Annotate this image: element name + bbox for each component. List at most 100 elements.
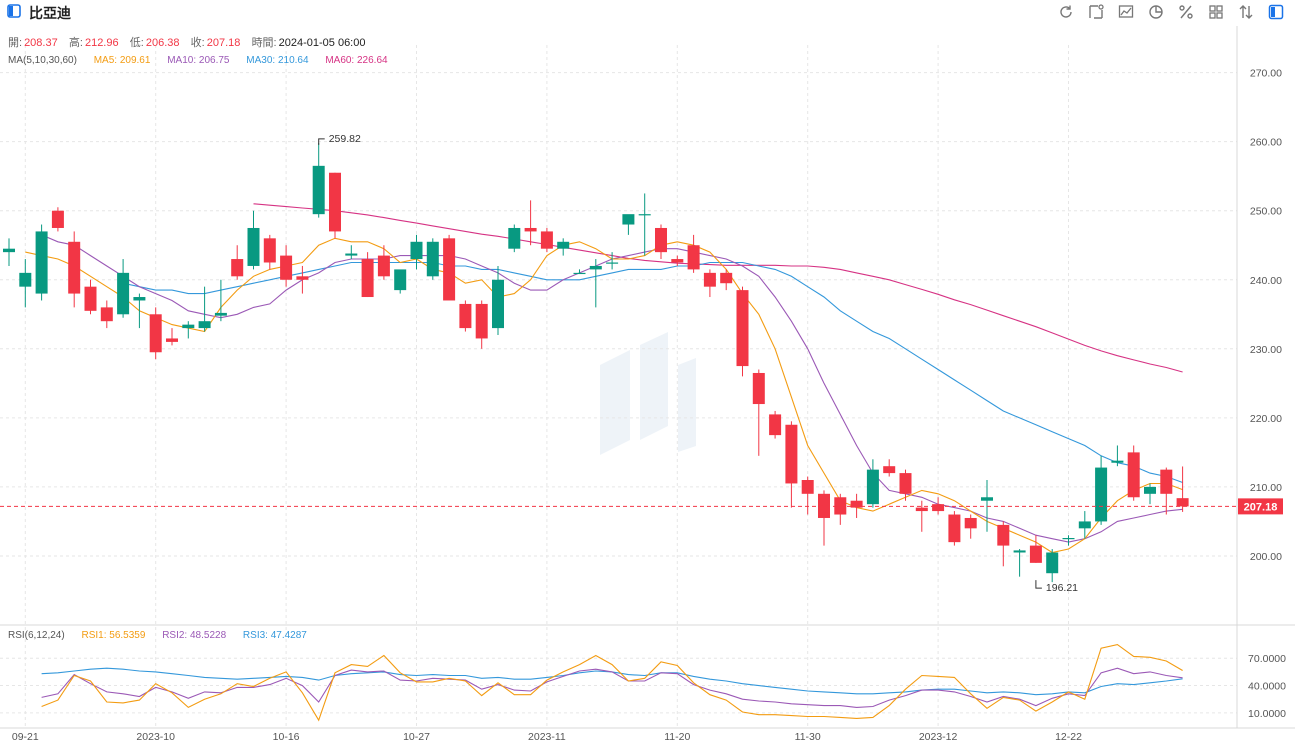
rsi3-legend: RSI3: 47.4287 [242,630,307,641]
time-tick-label: 10-16 [273,731,300,743]
ma5-legend: MA5: 209.61 [93,55,151,66]
candle-body [247,227,260,266]
grid-icon[interactable] [1201,2,1231,22]
ma60-line [253,203,1183,373]
rsi2-legend: RSI2: 48.5228 [162,630,227,641]
candle-body [1111,460,1124,463]
candle-body [231,259,244,277]
time-tick-label: 09-21 [12,731,39,743]
candle-body [377,255,390,277]
candle-body [1013,550,1026,553]
top-bar: 比亞迪 [0,0,1295,26]
candle-body [1062,538,1075,540]
candle-body [100,307,113,322]
candle-body [426,241,439,277]
price-tick-label: 220.00 [1250,413,1282,425]
close-value: 207.18 [206,37,241,49]
drawing-icon[interactable] [1081,2,1111,22]
rsi-tick-label: 40.0000 [1248,681,1286,693]
watermark-shape [600,332,696,455]
rsi1-legend: RSI1: 56.5359 [81,630,146,641]
candle-body [198,321,211,329]
candle-body [133,297,146,301]
candle-body [149,314,162,353]
price-tick-label: 250.00 [1250,206,1282,218]
candle-body [932,504,945,512]
candle-body [899,473,912,494]
rsi-tick-label: 70.0000 [1248,653,1286,665]
last-price-label: 207.18 [1244,501,1278,513]
candle-body [948,514,961,543]
chart-type-icon[interactable] [1111,2,1141,22]
candle-body [818,493,830,518]
candle-body [1144,486,1156,494]
candle-body [329,172,341,232]
candle-body [410,241,423,260]
candle-body [312,165,325,215]
candle-body [703,272,716,287]
candle-body [785,424,798,484]
candlesticks [3,142,1189,583]
candle-body [622,214,635,225]
open-value: 208.37 [24,37,58,49]
ma-legend-name: MA(5,10,30,60) [8,55,77,66]
price-tick-label: 270.00 [1250,68,1282,80]
price-annotations: 259.82 196.21 207.18 [0,133,1283,594]
candle-body [1046,552,1059,574]
candle-body [720,272,733,284]
candle-body [752,372,765,405]
rsi1-line [41,644,1183,722]
candle-body [280,255,293,280]
high-annotation-label: 259.82 [329,133,361,145]
chart-grid [0,45,1237,728]
candle-body [68,241,81,294]
fullscreen-icon[interactable] [1261,2,1291,22]
candle-body [51,210,64,228]
candle-body [345,253,358,256]
candle-body [263,238,276,263]
time-value: 2024-01-05 06:00 [278,37,366,49]
candle-body [883,466,896,474]
time-tick-label: 10-27 [403,731,430,743]
candle-body [459,303,472,329]
watermark-logo [600,332,696,455]
candle-body [1078,521,1091,529]
candle-body [394,269,407,291]
candle-body [166,338,178,342]
time-tick-label: 12-22 [1055,731,1082,743]
rsi-tick-label: 10.0000 [1248,708,1286,720]
candle-body [1095,467,1108,522]
compare-icon[interactable] [1231,2,1261,22]
high-marker [318,138,325,145]
candle-body [638,214,651,216]
price-tick-label: 230.00 [1250,344,1282,356]
rsi2-line [41,667,1183,708]
candle-body [1029,545,1042,563]
candle-body [84,286,97,311]
pie-icon[interactable] [1141,2,1171,22]
ma30-legend: MA30: 210.64 [246,55,309,66]
panel-icon [7,4,21,18]
candle-body [573,272,586,275]
candle-body [492,279,504,329]
candle-body [35,231,48,294]
candle-body [361,259,374,298]
close-label: 收: [190,37,205,49]
refresh-icon[interactable] [1051,2,1081,22]
high-label: 高: [68,37,83,49]
candle-body [3,248,15,253]
candle-body [997,524,1010,546]
percent-icon[interactable] [1171,2,1201,22]
chart-axes: 270.00 260.00 250.00 240.00 230.00 220.00 210.… [0,26,1295,743]
candle-body [1160,469,1173,494]
candle-body [475,303,488,339]
candle-body [214,312,227,316]
candle-body [850,500,863,508]
candle-body [687,245,700,270]
low-value: 206.38 [145,37,180,49]
candle-body [443,238,456,301]
candle-body [964,517,977,529]
ma-legend: MA(5,10,30,60) MA5: 209.61 MA10: 206.75 … [8,55,402,66]
price-tick-label: 260.00 [1250,137,1282,149]
